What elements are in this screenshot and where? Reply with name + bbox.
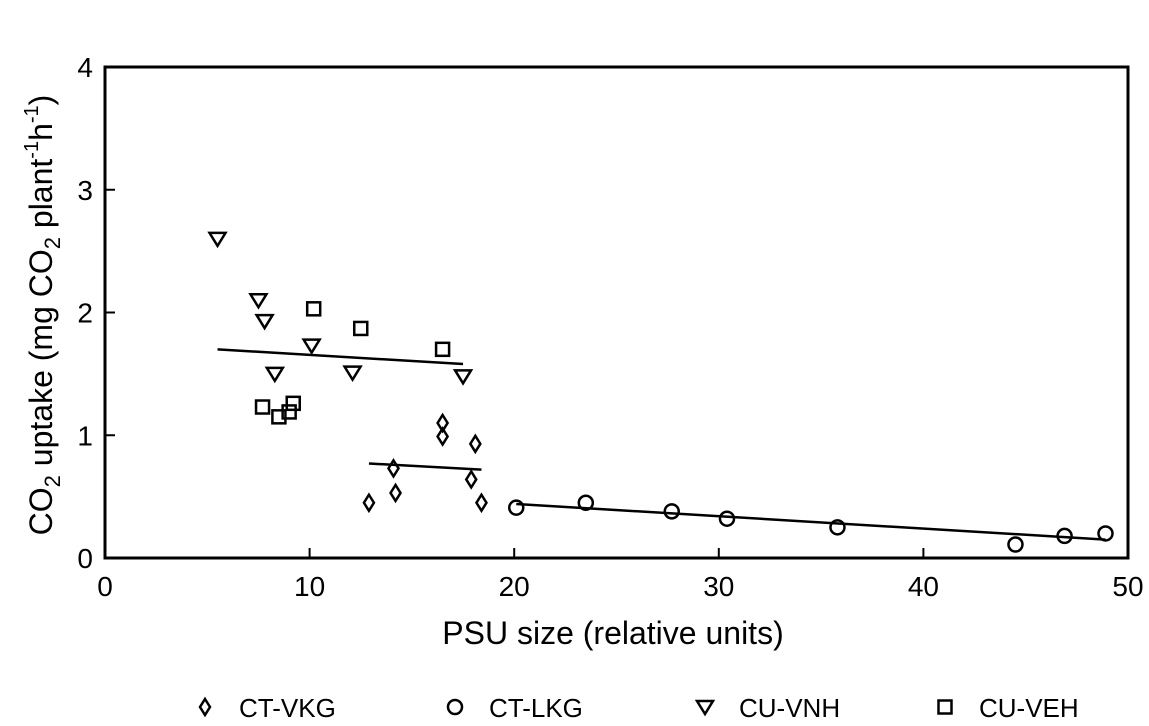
y-axis-title: CO2 uptake (mg CO2 plant-1h-1) <box>21 95 65 536</box>
y-tick-label: 3 <box>77 175 93 206</box>
legend-label-ct-vkg: CT-VKG <box>239 693 336 723</box>
x-tick-label: 10 <box>294 571 325 602</box>
y-tick-label: 2 <box>77 298 93 329</box>
y-tick-label: 1 <box>77 420 93 451</box>
data-point-ct-vkg <box>436 426 450 447</box>
data-point-cu-veh <box>285 395 301 412</box>
legend-label-cu-veh: CU-VEH <box>979 693 1079 723</box>
legend: CT-VKG CT-LKG CU-VNH CU-VEH <box>198 693 1079 723</box>
legend-marker-ct-lkg <box>446 698 464 716</box>
x-tick-label: 50 <box>1112 571 1143 602</box>
x-tick-label: 20 <box>499 571 530 602</box>
data-point-ct-lkg <box>577 494 595 512</box>
data-point-ct-vkg <box>474 492 488 514</box>
regression-line <box>368 462 482 471</box>
data-point-ct-vkg <box>362 492 376 514</box>
y-tick-label: 0 <box>77 543 93 574</box>
data-point-cu-vnh <box>342 365 363 383</box>
regression-line <box>217 348 464 366</box>
data-point-ct-lkg <box>507 499 525 516</box>
x-tick-label: 40 <box>908 571 939 602</box>
data-point-cu-vnh <box>248 292 269 310</box>
data-point-cu-vnh <box>264 366 286 384</box>
data-point-cu-veh <box>271 409 287 425</box>
legend-marker-ct-vkg <box>198 696 212 718</box>
data-point-cu-vnh <box>254 313 275 331</box>
data-point-ct-lkg <box>829 519 846 536</box>
data-point-ct-lkg <box>1007 536 1024 553</box>
data-point-ct-lkg <box>718 510 736 527</box>
data-point-ct-vkg <box>436 412 450 434</box>
data-point-ct-lkg <box>663 503 680 520</box>
data-point-ct-lkg <box>1097 525 1114 542</box>
legend-label-cu-vnh: CU-VNH <box>739 693 840 723</box>
data-point-cu-vnh <box>452 369 474 386</box>
data-point-ct-lkg <box>1056 527 1073 545</box>
data-point-cu-veh <box>281 404 297 420</box>
data-point-cu-veh <box>434 341 451 358</box>
legend-marker-cu-veh <box>937 699 953 715</box>
data-point-cu-veh <box>254 399 271 415</box>
data-point-cu-veh <box>353 320 369 337</box>
data-point-ct-vkg <box>468 433 482 455</box>
x-axis-title: PSU size (relative units) <box>442 615 783 651</box>
data-point-ct-vkg <box>389 482 403 504</box>
legend-label-ct-lkg: CT-LKG <box>489 693 583 723</box>
data-point-cu-veh <box>305 301 322 317</box>
data-point-ct-vkg <box>387 458 400 479</box>
data-point-cu-vnh <box>207 231 228 249</box>
data-point-cu-vnh <box>301 338 322 356</box>
regression-line <box>516 502 1106 541</box>
data-point-ct-vkg <box>464 469 478 490</box>
x-tick-label: 30 <box>703 571 734 602</box>
plot-frame <box>103 65 1130 560</box>
y-tick-label: 4 <box>77 52 93 83</box>
legend-marker-cu-vnh <box>694 699 716 717</box>
x-tick-label: 0 <box>97 571 113 602</box>
